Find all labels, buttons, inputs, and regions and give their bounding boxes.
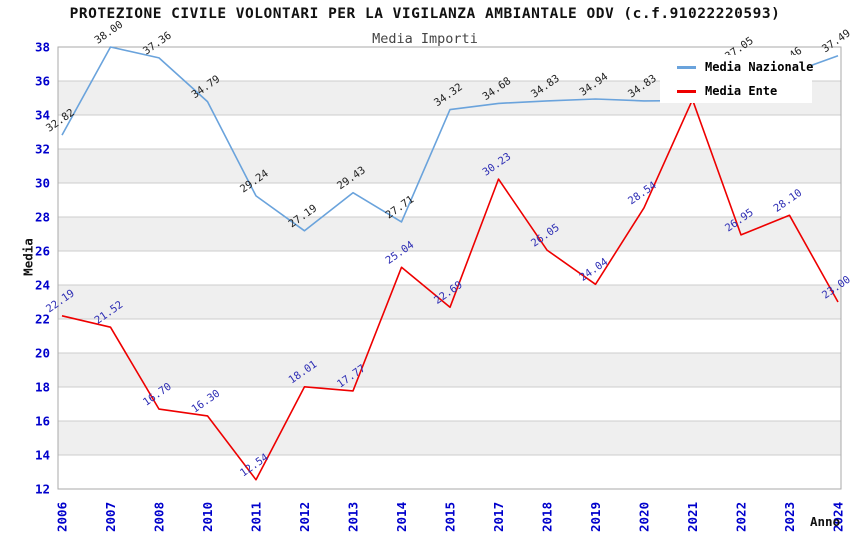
y-tick-label: 18 bbox=[35, 379, 50, 394]
media-nazionale-line-swatch-icon bbox=[677, 65, 696, 69]
x-tick-label: 2014 bbox=[394, 502, 409, 532]
point-label: 12.54 bbox=[238, 451, 271, 479]
legend: Media Nazionale Media Ente bbox=[660, 55, 814, 103]
x-tick-label: 2006 bbox=[54, 502, 69, 532]
legend-item-media-ente: Media Ente bbox=[660, 82, 812, 100]
x-tick-label: 2015 bbox=[442, 502, 457, 532]
plot-band bbox=[58, 353, 841, 387]
plot-band bbox=[58, 421, 841, 455]
y-tick-label: 14 bbox=[35, 447, 50, 462]
x-tick-label: 2007 bbox=[103, 502, 118, 532]
legend-item-media-nazionale: Media Nazionale bbox=[660, 58, 814, 76]
point-label: 16.30 bbox=[189, 387, 222, 415]
x-tick-label: 2011 bbox=[248, 502, 263, 532]
legend-label-media-ente: Media Ente bbox=[705, 84, 778, 98]
chart-subtitle: Media Importi bbox=[372, 31, 478, 47]
x-tick-label: 2021 bbox=[685, 502, 700, 532]
y-tick-label: 30 bbox=[35, 175, 50, 190]
y-tick-label: 12 bbox=[35, 481, 50, 496]
series-line-media-ente bbox=[61, 98, 839, 481]
y-tick-label: 16 bbox=[35, 413, 50, 428]
y-tick-label: 36 bbox=[35, 73, 50, 88]
media-ente-line-swatch-icon bbox=[677, 89, 696, 93]
x-axis-label: Anno bbox=[810, 514, 841, 529]
plot-band bbox=[58, 217, 841, 251]
y-tick-label: 34 bbox=[35, 107, 50, 122]
y-tick-label: 28 bbox=[35, 209, 50, 224]
plot-band bbox=[58, 149, 841, 183]
y-tick-label: 32 bbox=[35, 141, 50, 156]
plot-border bbox=[57, 46, 842, 490]
x-tick-label: 2019 bbox=[588, 502, 603, 532]
y-tick-label: 22 bbox=[35, 311, 50, 326]
chart-title: PROTEZIONE CIVILE VOLONTARI PER LA VIGIL… bbox=[69, 6, 781, 22]
y-tick-label: 38 bbox=[35, 39, 50, 54]
point-label: 28.54 bbox=[626, 179, 659, 207]
x-tick-label: 2010 bbox=[200, 502, 215, 532]
x-tick-label: 2012 bbox=[297, 502, 312, 532]
x-tick-label: 2024 bbox=[830, 502, 845, 532]
point-label: 38.00 bbox=[92, 19, 125, 47]
x-tick-label: 2020 bbox=[636, 502, 651, 532]
legend-label-media-nazionale: Media Nazionale bbox=[705, 60, 814, 74]
y-tick-label: 20 bbox=[35, 345, 50, 360]
y-axis-label: Media bbox=[20, 238, 36, 276]
y-tick-label: 26 bbox=[35, 243, 50, 258]
point-label: 28.10 bbox=[771, 187, 804, 215]
point-label: 37.36 bbox=[141, 29, 174, 57]
x-tick-label: 2013 bbox=[345, 502, 360, 532]
x-tick-label: 2017 bbox=[491, 502, 506, 532]
x-tick-label: 2018 bbox=[539, 502, 554, 532]
x-tick-label: 2023 bbox=[782, 502, 797, 532]
point-label: 37.49 bbox=[820, 27, 850, 55]
x-tick-label: 2022 bbox=[733, 502, 748, 532]
x-tick-label: 2008 bbox=[151, 502, 166, 532]
plot-band bbox=[58, 285, 841, 319]
y-tick-label: 24 bbox=[35, 277, 50, 292]
